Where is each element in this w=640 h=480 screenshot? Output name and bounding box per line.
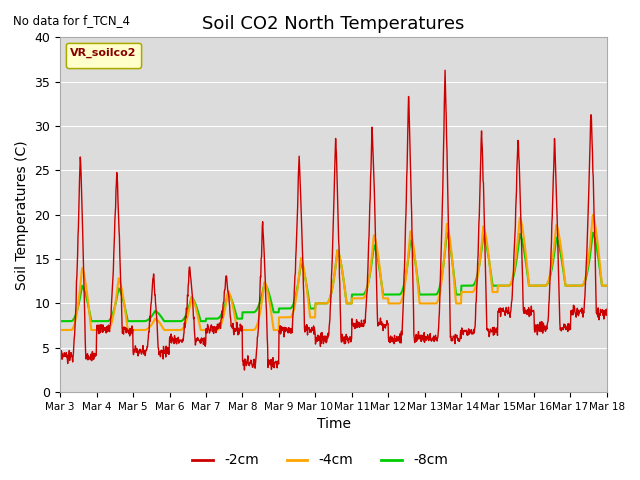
-8cm (490, 283, 497, 288)
Y-axis label: Soil Temperatures (C): Soil Temperatures (C) (15, 140, 29, 289)
-8cm (56, 318, 64, 324)
-2cm (239, 357, 247, 363)
-4cm (589, 212, 596, 218)
Line: -8cm: -8cm (60, 233, 607, 321)
-2cm (164, 347, 172, 353)
-2cm (56, 349, 64, 355)
-4cm (239, 327, 247, 333)
Line: -2cm: -2cm (60, 70, 607, 370)
-2cm (539, 330, 547, 336)
-8cm (419, 292, 426, 298)
Line: -4cm: -4cm (60, 215, 607, 330)
Legend: -2cm, -4cm, -8cm: -2cm, -4cm, -8cm (187, 448, 453, 473)
-8cm (603, 283, 611, 288)
-2cm (603, 306, 611, 312)
-4cm (538, 283, 546, 288)
X-axis label: Time: Time (317, 418, 351, 432)
-8cm (178, 318, 186, 324)
-4cm (178, 327, 186, 333)
-8cm (589, 230, 596, 236)
-2cm (241, 367, 248, 373)
-2cm (178, 339, 186, 345)
-4cm (603, 283, 611, 288)
Title: Soil CO2 North Temperatures: Soil CO2 North Temperatures (202, 15, 465, 33)
-4cm (164, 327, 172, 333)
-2cm (419, 335, 426, 340)
-2cm (441, 67, 449, 73)
Text: No data for f_TCN_4: No data for f_TCN_4 (13, 14, 130, 27)
-4cm (419, 300, 426, 306)
-8cm (538, 283, 546, 288)
-4cm (490, 289, 497, 295)
-2cm (491, 332, 499, 337)
Legend:  (66, 43, 141, 68)
-8cm (164, 318, 172, 324)
-4cm (56, 327, 64, 333)
-8cm (239, 310, 247, 315)
